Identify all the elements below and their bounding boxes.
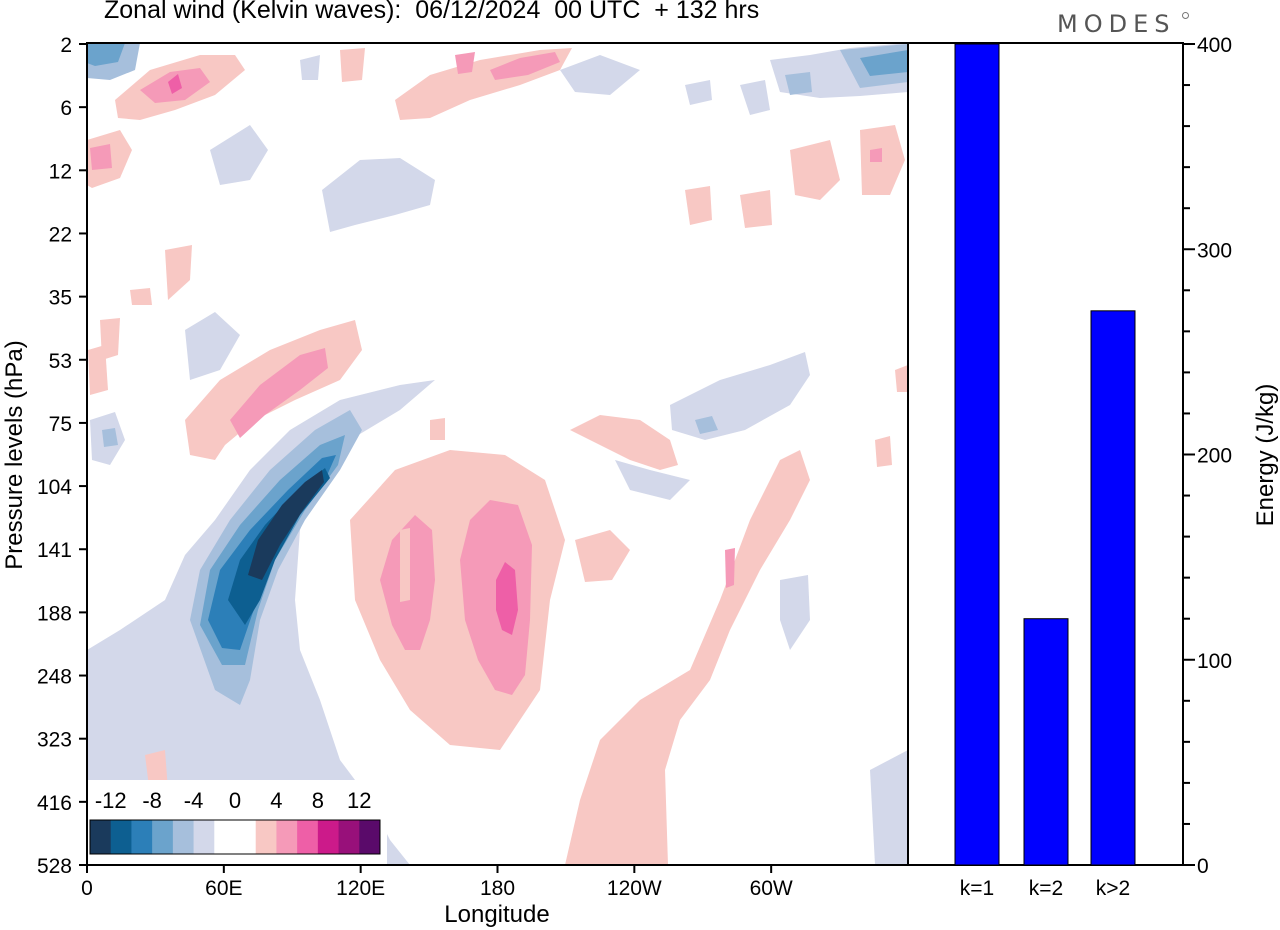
negative-strong-regions	[87, 43, 908, 665]
colorbar-swatch	[131, 820, 153, 854]
pressure-tick-label: 2	[60, 34, 72, 57]
energy-bar-2	[1023, 618, 1069, 866]
colorbar-swatches	[90, 820, 381, 854]
colorbar-frame	[89, 819, 381, 855]
longitude-tick-label: 180	[480, 877, 515, 900]
colorbar-label: 0	[229, 788, 241, 813]
longitude-tick-label: 60W	[750, 877, 793, 900]
pressure-tick-label: 248	[37, 666, 72, 689]
pressure-axis-title: Pressure levels (hPa)	[1, 340, 28, 569]
longitude-axis-title: Longitude	[444, 901, 549, 928]
longitude-tick-label: 60E	[205, 877, 242, 900]
brand-logo: MODES	[1057, 10, 1176, 38]
colorbar-swatch	[317, 820, 340, 854]
colorbar-swatch	[90, 820, 112, 854]
longitude-tick-label: 120W	[607, 877, 662, 900]
registered-mark-icon	[1182, 12, 1189, 19]
colorbar-swatch	[297, 820, 319, 854]
colorbar-swatch	[255, 820, 277, 854]
pressure-tick-label: 416	[37, 792, 72, 815]
colorbar-label: -4	[184, 788, 204, 813]
energy-bars	[954, 43, 1136, 866]
colorbar-swatch	[214, 820, 236, 854]
energy-tick-label: 200	[1197, 445, 1232, 468]
wavenumber-label: k=2	[1029, 877, 1063, 900]
energy-tick-label: 100	[1197, 650, 1232, 673]
energy-tick-label: 400	[1197, 34, 1232, 57]
colorbar-swatch	[152, 820, 174, 854]
colorbar-label: 8	[312, 788, 324, 813]
colorbar-label: -12	[95, 788, 127, 813]
colorbar-label: 12	[347, 788, 371, 813]
colorbar-swatch	[359, 820, 381, 854]
colorbar-legend: -12 -8 -4 0 4 8 12	[87, 780, 387, 865]
contour-gaps	[400, 528, 410, 602]
colorbar-swatch	[110, 820, 132, 854]
longitude-axis: 0 60E 120E 180 120W 60W	[81, 865, 793, 900]
energy-bar-3	[1090, 310, 1136, 866]
pressure-axis: 2 6 12 22 35 53 75 104 141 188 248 323 416 528	[37, 34, 87, 878]
pressure-tick-label: 53	[49, 350, 72, 373]
contour-plot: -12 -8 -4 0 4 8 12	[87, 43, 908, 865]
colorbar-label: 4	[270, 788, 282, 813]
energy-bar-1	[954, 43, 1000, 866]
longitude-tick-label: 120E	[336, 877, 385, 900]
chart-title: Zonal wind (Kelvin waves): 06/12/2024 00…	[104, 0, 760, 24]
colorbar-swatch	[235, 820, 257, 854]
energy-axis: 0 100 200 300 400	[1183, 34, 1232, 878]
wavenumber-label: k>2	[1096, 877, 1130, 900]
pressure-tick-label: 22	[49, 223, 72, 246]
colorbar-labels: -12 -8 -4 0 4 8 12	[95, 788, 372, 813]
wavenumber-axis: k=1 k=2 k>2	[960, 877, 1130, 900]
energy-tick-label: 0	[1197, 855, 1209, 878]
pressure-tick-label: 12	[49, 160, 72, 183]
pressure-tick-label: 141	[37, 539, 72, 562]
colorbar-swatch	[193, 820, 215, 854]
pressure-tick-label: 35	[49, 287, 72, 310]
positive-strong-regions	[168, 74, 518, 635]
pressure-tick-label: 528	[37, 855, 72, 878]
pressure-tick-label: 104	[37, 476, 72, 499]
energy-axis-title: Energy (J/kg)	[1252, 384, 1279, 527]
colorbar-swatch	[172, 820, 195, 854]
colorbar-label: -8	[142, 788, 162, 813]
pressure-tick-label: 323	[37, 729, 72, 752]
colorbar-swatch	[276, 820, 298, 854]
wavenumber-label: k=1	[960, 877, 994, 900]
energy-tick-label: 300	[1197, 239, 1232, 262]
pressure-tick-label: 6	[60, 97, 72, 120]
pressure-tick-label: 75	[49, 413, 72, 436]
colorbar-swatch	[338, 820, 360, 854]
energy-bar-chart: k=1 k=2 k>2 0 100 200 300 400 Energy (J/kg)	[907, 34, 1279, 900]
longitude-tick-label: 0	[81, 877, 93, 900]
pressure-tick-label: 188	[37, 602, 72, 625]
